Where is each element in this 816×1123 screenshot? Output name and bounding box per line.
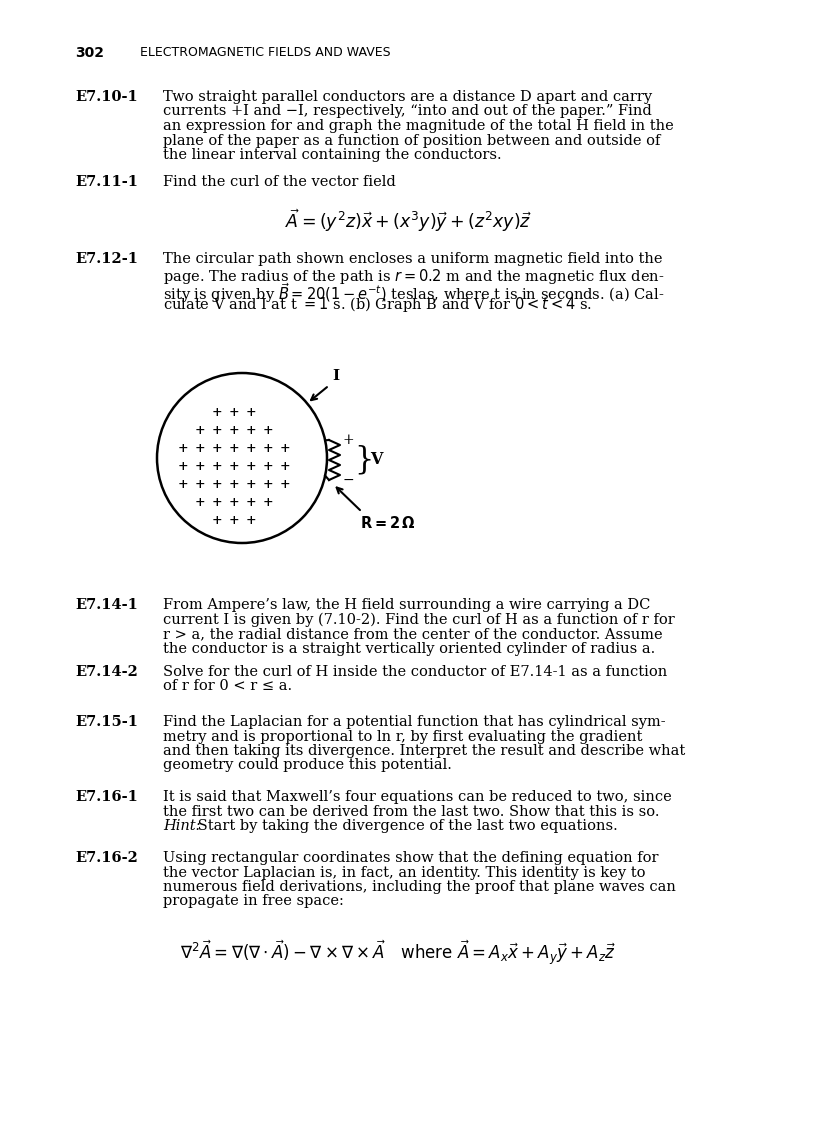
Text: }: } <box>354 445 374 475</box>
Text: +: + <box>246 495 256 509</box>
Text: +: + <box>211 423 222 437</box>
Text: I: I <box>332 369 339 383</box>
Text: current I is given by (7.10-2). Find the curl of H as a function of r for: current I is given by (7.10-2). Find the… <box>163 612 675 627</box>
Text: +: + <box>246 423 256 437</box>
Text: the vector Laplacian is, in fact, an identity. This identity is key to: the vector Laplacian is, in fact, an ide… <box>163 866 645 879</box>
Text: +: + <box>246 405 256 419</box>
Text: +: + <box>228 513 239 527</box>
Text: E7.10-1: E7.10-1 <box>75 90 138 104</box>
Text: +: + <box>195 477 206 491</box>
Text: V: V <box>370 451 383 468</box>
Text: +: + <box>246 513 256 527</box>
Text: and then taking its divergence. Interpret the result and describe what: and then taking its divergence. Interpre… <box>163 745 685 758</box>
Text: E7.15-1: E7.15-1 <box>75 715 138 729</box>
Text: r > a, the radial distance from the center of the conductor. Assume: r > a, the radial distance from the cent… <box>163 627 663 641</box>
Text: +: + <box>263 495 273 509</box>
Text: Using rectangular coordinates show that the defining equation for: Using rectangular coordinates show that … <box>163 851 659 865</box>
Text: +: + <box>228 459 239 473</box>
Text: +: + <box>228 495 239 509</box>
Text: an expression for and graph the magnitude of the total H field in the: an expression for and graph the magnitud… <box>163 119 674 133</box>
Text: E7.16-2: E7.16-2 <box>75 851 138 865</box>
Text: +: + <box>343 433 355 447</box>
Text: +: + <box>280 459 290 473</box>
Text: −: − <box>343 473 355 487</box>
Text: +: + <box>195 495 206 509</box>
Text: +: + <box>178 459 188 473</box>
Text: +: + <box>195 459 206 473</box>
Text: E7.11-1: E7.11-1 <box>75 175 138 189</box>
Text: Hint:: Hint: <box>163 819 201 833</box>
Text: +: + <box>263 423 273 437</box>
Text: +: + <box>195 423 206 437</box>
Text: +: + <box>280 441 290 455</box>
Text: Solve for the curl of H inside the conductor of E7.14-1 as a function: Solve for the curl of H inside the condu… <box>163 665 667 679</box>
Text: +: + <box>195 441 206 455</box>
Text: E7.12-1: E7.12-1 <box>75 252 138 266</box>
Text: Find the Laplacian for a potential function that has cylindrical sym-: Find the Laplacian for a potential funct… <box>163 715 666 729</box>
Text: Start by taking the divergence of the last two equations.: Start by taking the divergence of the la… <box>193 819 618 833</box>
Text: +: + <box>263 459 273 473</box>
Text: From Ampere’s law, the H field surrounding a wire carrying a DC: From Ampere’s law, the H field surroundi… <box>163 599 650 612</box>
Text: +: + <box>228 405 239 419</box>
Text: +: + <box>228 441 239 455</box>
Text: 302: 302 <box>75 46 104 60</box>
Text: plane of the paper as a function of position between and outside of: plane of the paper as a function of posi… <box>163 134 660 147</box>
Text: E7.16-1: E7.16-1 <box>75 789 138 804</box>
Text: $\vec{A} = (y^2z)\vec{x} + (x^3y)\vec{y} + (z^2xy)\vec{z}$: $\vec{A} = (y^2z)\vec{x} + (x^3y)\vec{y}… <box>285 207 531 234</box>
Text: E7.14-2: E7.14-2 <box>75 665 138 679</box>
Text: +: + <box>246 441 256 455</box>
Text: numerous field derivations, including the proof that plane waves can: numerous field derivations, including th… <box>163 880 676 894</box>
Text: propagate in free space:: propagate in free space: <box>163 895 344 909</box>
Text: sity is given by $\vec{B} = 20(1 - e^{-t})$ teslas, where t is in seconds. (a) C: sity is given by $\vec{B} = 20(1 - e^{-t… <box>163 281 664 304</box>
Text: +: + <box>228 477 239 491</box>
Text: $\mathbf{R = 2\,\Omega}$: $\mathbf{R = 2\,\Omega}$ <box>360 515 416 531</box>
Text: +: + <box>211 405 222 419</box>
Text: the linear interval containing the conductors.: the linear interval containing the condu… <box>163 148 502 162</box>
Text: +: + <box>211 459 222 473</box>
Text: currents +I and −I, respectively, “into and out of the paper.” Find: currents +I and −I, respectively, “into … <box>163 104 652 119</box>
Text: E7.14-1: E7.14-1 <box>75 599 138 612</box>
Text: +: + <box>280 477 290 491</box>
Text: +: + <box>178 477 188 491</box>
Text: +: + <box>246 459 256 473</box>
Text: It is said that Maxwell’s four equations can be reduced to two, since: It is said that Maxwell’s four equations… <box>163 789 672 804</box>
Text: geometry could produce this potential.: geometry could produce this potential. <box>163 758 452 773</box>
Text: +: + <box>263 441 273 455</box>
Text: +: + <box>246 477 256 491</box>
Text: +: + <box>211 477 222 491</box>
Text: the first two can be derived from the last two. Show that this is so.: the first two can be derived from the la… <box>163 804 659 819</box>
Text: ELECTROMAGNETIC FIELDS AND WAVES: ELECTROMAGNETIC FIELDS AND WAVES <box>140 46 391 60</box>
Text: +: + <box>228 423 239 437</box>
Text: metry and is proportional to ln r, by first evaluating the gradient: metry and is proportional to ln r, by fi… <box>163 730 642 743</box>
Text: +: + <box>211 495 222 509</box>
Text: $\nabla^2\vec{A} = \nabla(\nabla \cdot \vec{A}) - \nabla \times \nabla \times \v: $\nabla^2\vec{A} = \nabla(\nabla \cdot \… <box>180 938 616 967</box>
Text: +: + <box>211 441 222 455</box>
Text: page. The radius of the path is $r = 0.2$ m and the magnetic flux den-: page. The radius of the path is $r = 0.2… <box>163 266 664 285</box>
Text: the conductor is a straight vertically oriented cylinder of radius a.: the conductor is a straight vertically o… <box>163 641 655 656</box>
Text: +: + <box>211 513 222 527</box>
Text: The circular path shown encloses a uniform magnetic field into the: The circular path shown encloses a unifo… <box>163 252 663 266</box>
Text: +: + <box>263 477 273 491</box>
Text: Find the curl of the vector field: Find the curl of the vector field <box>163 175 396 189</box>
Text: culate V and I at t $= 1$ s. (b) Graph B and V for $0 < t < 4$ s.: culate V and I at t $= 1$ s. (b) Graph B… <box>163 295 592 314</box>
Text: of r for 0 < r ≤ a.: of r for 0 < r ≤ a. <box>163 679 292 694</box>
Text: +: + <box>178 441 188 455</box>
Text: Two straight parallel conductors are a distance D apart and carry: Two straight parallel conductors are a d… <box>163 90 652 104</box>
